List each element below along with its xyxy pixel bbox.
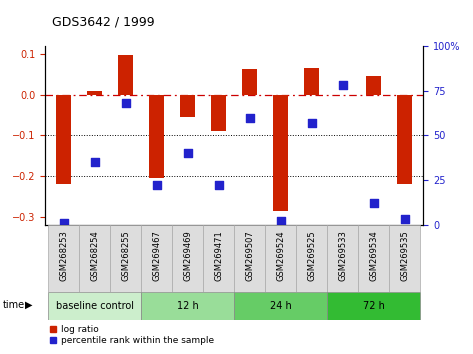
Text: GSM268254: GSM268254	[90, 230, 99, 281]
Text: 24 h: 24 h	[270, 301, 291, 311]
Bar	[203, 225, 234, 292]
Text: GSM269471: GSM269471	[214, 230, 223, 281]
Bar	[172, 225, 203, 292]
Text: ▶: ▶	[25, 300, 32, 310]
Bar	[358, 225, 389, 292]
Bar	[366, 76, 381, 95]
Legend: log ratio, percentile rank within the sample: log ratio, percentile rank within the sa…	[50, 325, 214, 345]
Point	[246, 115, 254, 120]
Text: GSM269534: GSM269534	[369, 230, 378, 281]
Bar	[48, 292, 141, 320]
Point	[370, 200, 377, 206]
Text: 12 h: 12 h	[177, 301, 199, 311]
Text: GSM269535: GSM269535	[400, 230, 409, 281]
Point	[122, 101, 129, 106]
Text: GDS3642 / 1999: GDS3642 / 1999	[52, 16, 155, 29]
Bar	[118, 55, 133, 95]
Text: time: time	[2, 300, 25, 310]
Bar	[180, 95, 195, 117]
Text: GSM268255: GSM268255	[121, 230, 130, 281]
Bar	[48, 225, 79, 292]
Text: GSM269469: GSM269469	[183, 230, 192, 281]
Point	[91, 159, 98, 165]
Bar	[141, 292, 234, 320]
Point	[184, 150, 192, 156]
Bar	[242, 69, 257, 95]
Point	[339, 82, 347, 88]
Point	[401, 217, 409, 222]
Bar	[273, 95, 289, 211]
Text: GSM269507: GSM269507	[245, 230, 254, 281]
Text: GSM269467: GSM269467	[152, 230, 161, 281]
Bar	[265, 225, 296, 292]
Text: GSM269524: GSM269524	[276, 230, 285, 281]
Bar	[110, 225, 141, 292]
Bar	[234, 292, 327, 320]
Text: GSM269533: GSM269533	[338, 230, 347, 281]
Bar	[389, 225, 420, 292]
Point	[277, 218, 284, 224]
Point	[215, 183, 222, 188]
Bar	[296, 225, 327, 292]
Text: baseline control: baseline control	[55, 301, 133, 311]
Bar	[87, 91, 102, 95]
Text: GSM269525: GSM269525	[307, 230, 316, 281]
Bar	[149, 95, 164, 178]
Bar	[327, 225, 358, 292]
Bar	[304, 68, 319, 95]
Point	[153, 183, 160, 188]
Text: GSM268253: GSM268253	[59, 230, 68, 281]
Bar	[56, 95, 71, 184]
Point	[60, 220, 67, 226]
Bar	[141, 225, 172, 292]
Bar	[397, 95, 412, 184]
Text: 72 h: 72 h	[363, 301, 385, 311]
Bar	[234, 225, 265, 292]
Bar	[211, 95, 227, 131]
Bar	[79, 225, 110, 292]
Bar	[327, 292, 420, 320]
Point	[308, 120, 315, 126]
